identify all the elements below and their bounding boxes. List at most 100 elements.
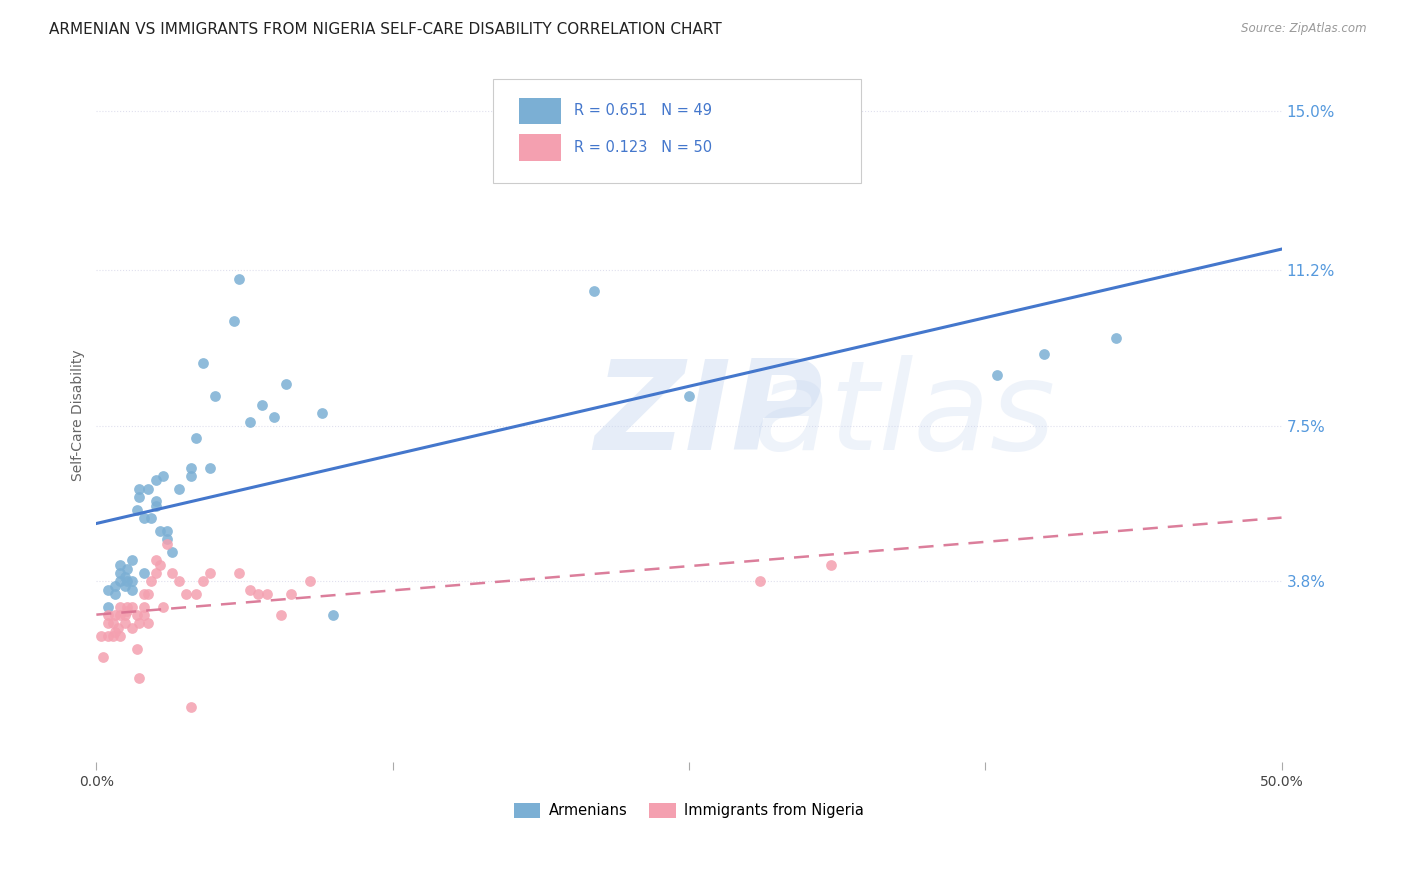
Point — [93, 650, 115, 665]
Point — [274, 376, 297, 391]
Point — [114, 616, 136, 631]
Point — [176, 587, 198, 601]
Point — [191, 356, 214, 370]
Point — [115, 574, 138, 589]
Point — [228, 566, 250, 580]
Point — [97, 629, 120, 643]
Point — [121, 599, 143, 614]
Point — [107, 621, 129, 635]
Point — [145, 474, 167, 488]
Point — [252, 398, 274, 412]
Point — [104, 624, 127, 639]
Point — [114, 570, 136, 584]
Point — [152, 599, 174, 614]
Point — [145, 494, 167, 508]
Text: R = 0.123   N = 50: R = 0.123 N = 50 — [574, 140, 711, 155]
Point — [138, 616, 160, 631]
Point — [198, 566, 221, 580]
Point — [138, 587, 160, 601]
Point — [121, 621, 143, 635]
Point — [239, 415, 262, 429]
Point — [90, 629, 112, 643]
Point — [97, 582, 120, 597]
Point — [125, 641, 148, 656]
FancyBboxPatch shape — [519, 135, 561, 161]
FancyBboxPatch shape — [519, 97, 561, 124]
Point — [132, 587, 155, 601]
Point — [97, 616, 120, 631]
Point — [311, 406, 333, 420]
Point — [101, 616, 124, 631]
Point — [156, 536, 179, 550]
Point — [298, 574, 321, 589]
Point — [152, 469, 174, 483]
Point — [108, 558, 131, 572]
Point — [160, 545, 183, 559]
Text: ARMENIAN VS IMMIGRANTS FROM NIGERIA SELF-CARE DISABILITY CORRELATION CHART: ARMENIAN VS IMMIGRANTS FROM NIGERIA SELF… — [49, 22, 721, 37]
Point — [114, 607, 136, 622]
Text: Source: ZipAtlas.com: Source: ZipAtlas.com — [1241, 22, 1367, 36]
Point — [115, 599, 138, 614]
Point — [108, 629, 131, 643]
Legend: Armenians, Immigrants from Nigeria: Armenians, Immigrants from Nigeria — [508, 797, 870, 824]
Point — [139, 574, 162, 589]
Point — [108, 607, 131, 622]
Point — [139, 511, 162, 525]
Point — [280, 587, 302, 601]
Point — [204, 389, 226, 403]
Point — [1104, 330, 1126, 344]
Point — [156, 533, 179, 547]
Point — [104, 607, 127, 622]
Text: ZIP: ZIP — [595, 355, 823, 475]
Point — [128, 482, 150, 496]
Point — [222, 314, 245, 328]
Point — [114, 578, 136, 592]
Point — [986, 368, 1008, 383]
Point — [121, 574, 143, 589]
Point — [121, 582, 143, 597]
Point — [115, 562, 138, 576]
Text: atlas: atlas — [754, 355, 1056, 475]
Point — [156, 524, 179, 538]
Point — [132, 511, 155, 525]
Point — [583, 285, 606, 299]
Point — [125, 607, 148, 622]
Y-axis label: Self-Care Disability: Self-Care Disability — [72, 350, 86, 481]
Point — [749, 574, 772, 589]
Point — [256, 587, 278, 601]
Point — [228, 271, 250, 285]
Point — [180, 469, 202, 483]
Point — [121, 553, 143, 567]
Point — [322, 607, 344, 622]
Point — [108, 574, 131, 589]
Point — [169, 574, 191, 589]
Point — [97, 607, 120, 622]
Point — [132, 599, 155, 614]
Point — [149, 524, 172, 538]
Point — [820, 558, 842, 572]
Point — [104, 587, 127, 601]
Point — [180, 700, 202, 714]
Text: R = 0.651   N = 49: R = 0.651 N = 49 — [574, 103, 711, 119]
Point — [246, 587, 269, 601]
Point — [145, 566, 167, 580]
Point — [101, 629, 124, 643]
Point — [125, 503, 148, 517]
Point — [239, 582, 262, 597]
Point — [138, 482, 160, 496]
Point — [180, 460, 202, 475]
Point — [149, 558, 172, 572]
Point — [128, 490, 150, 504]
Point — [270, 607, 292, 622]
Point — [115, 604, 138, 618]
Point — [132, 566, 155, 580]
Point — [191, 574, 214, 589]
Point — [145, 499, 167, 513]
Point — [184, 432, 207, 446]
Point — [128, 616, 150, 631]
Point — [184, 587, 207, 601]
Point — [198, 460, 221, 475]
Point — [678, 389, 700, 403]
Point — [263, 410, 285, 425]
Point — [108, 599, 131, 614]
